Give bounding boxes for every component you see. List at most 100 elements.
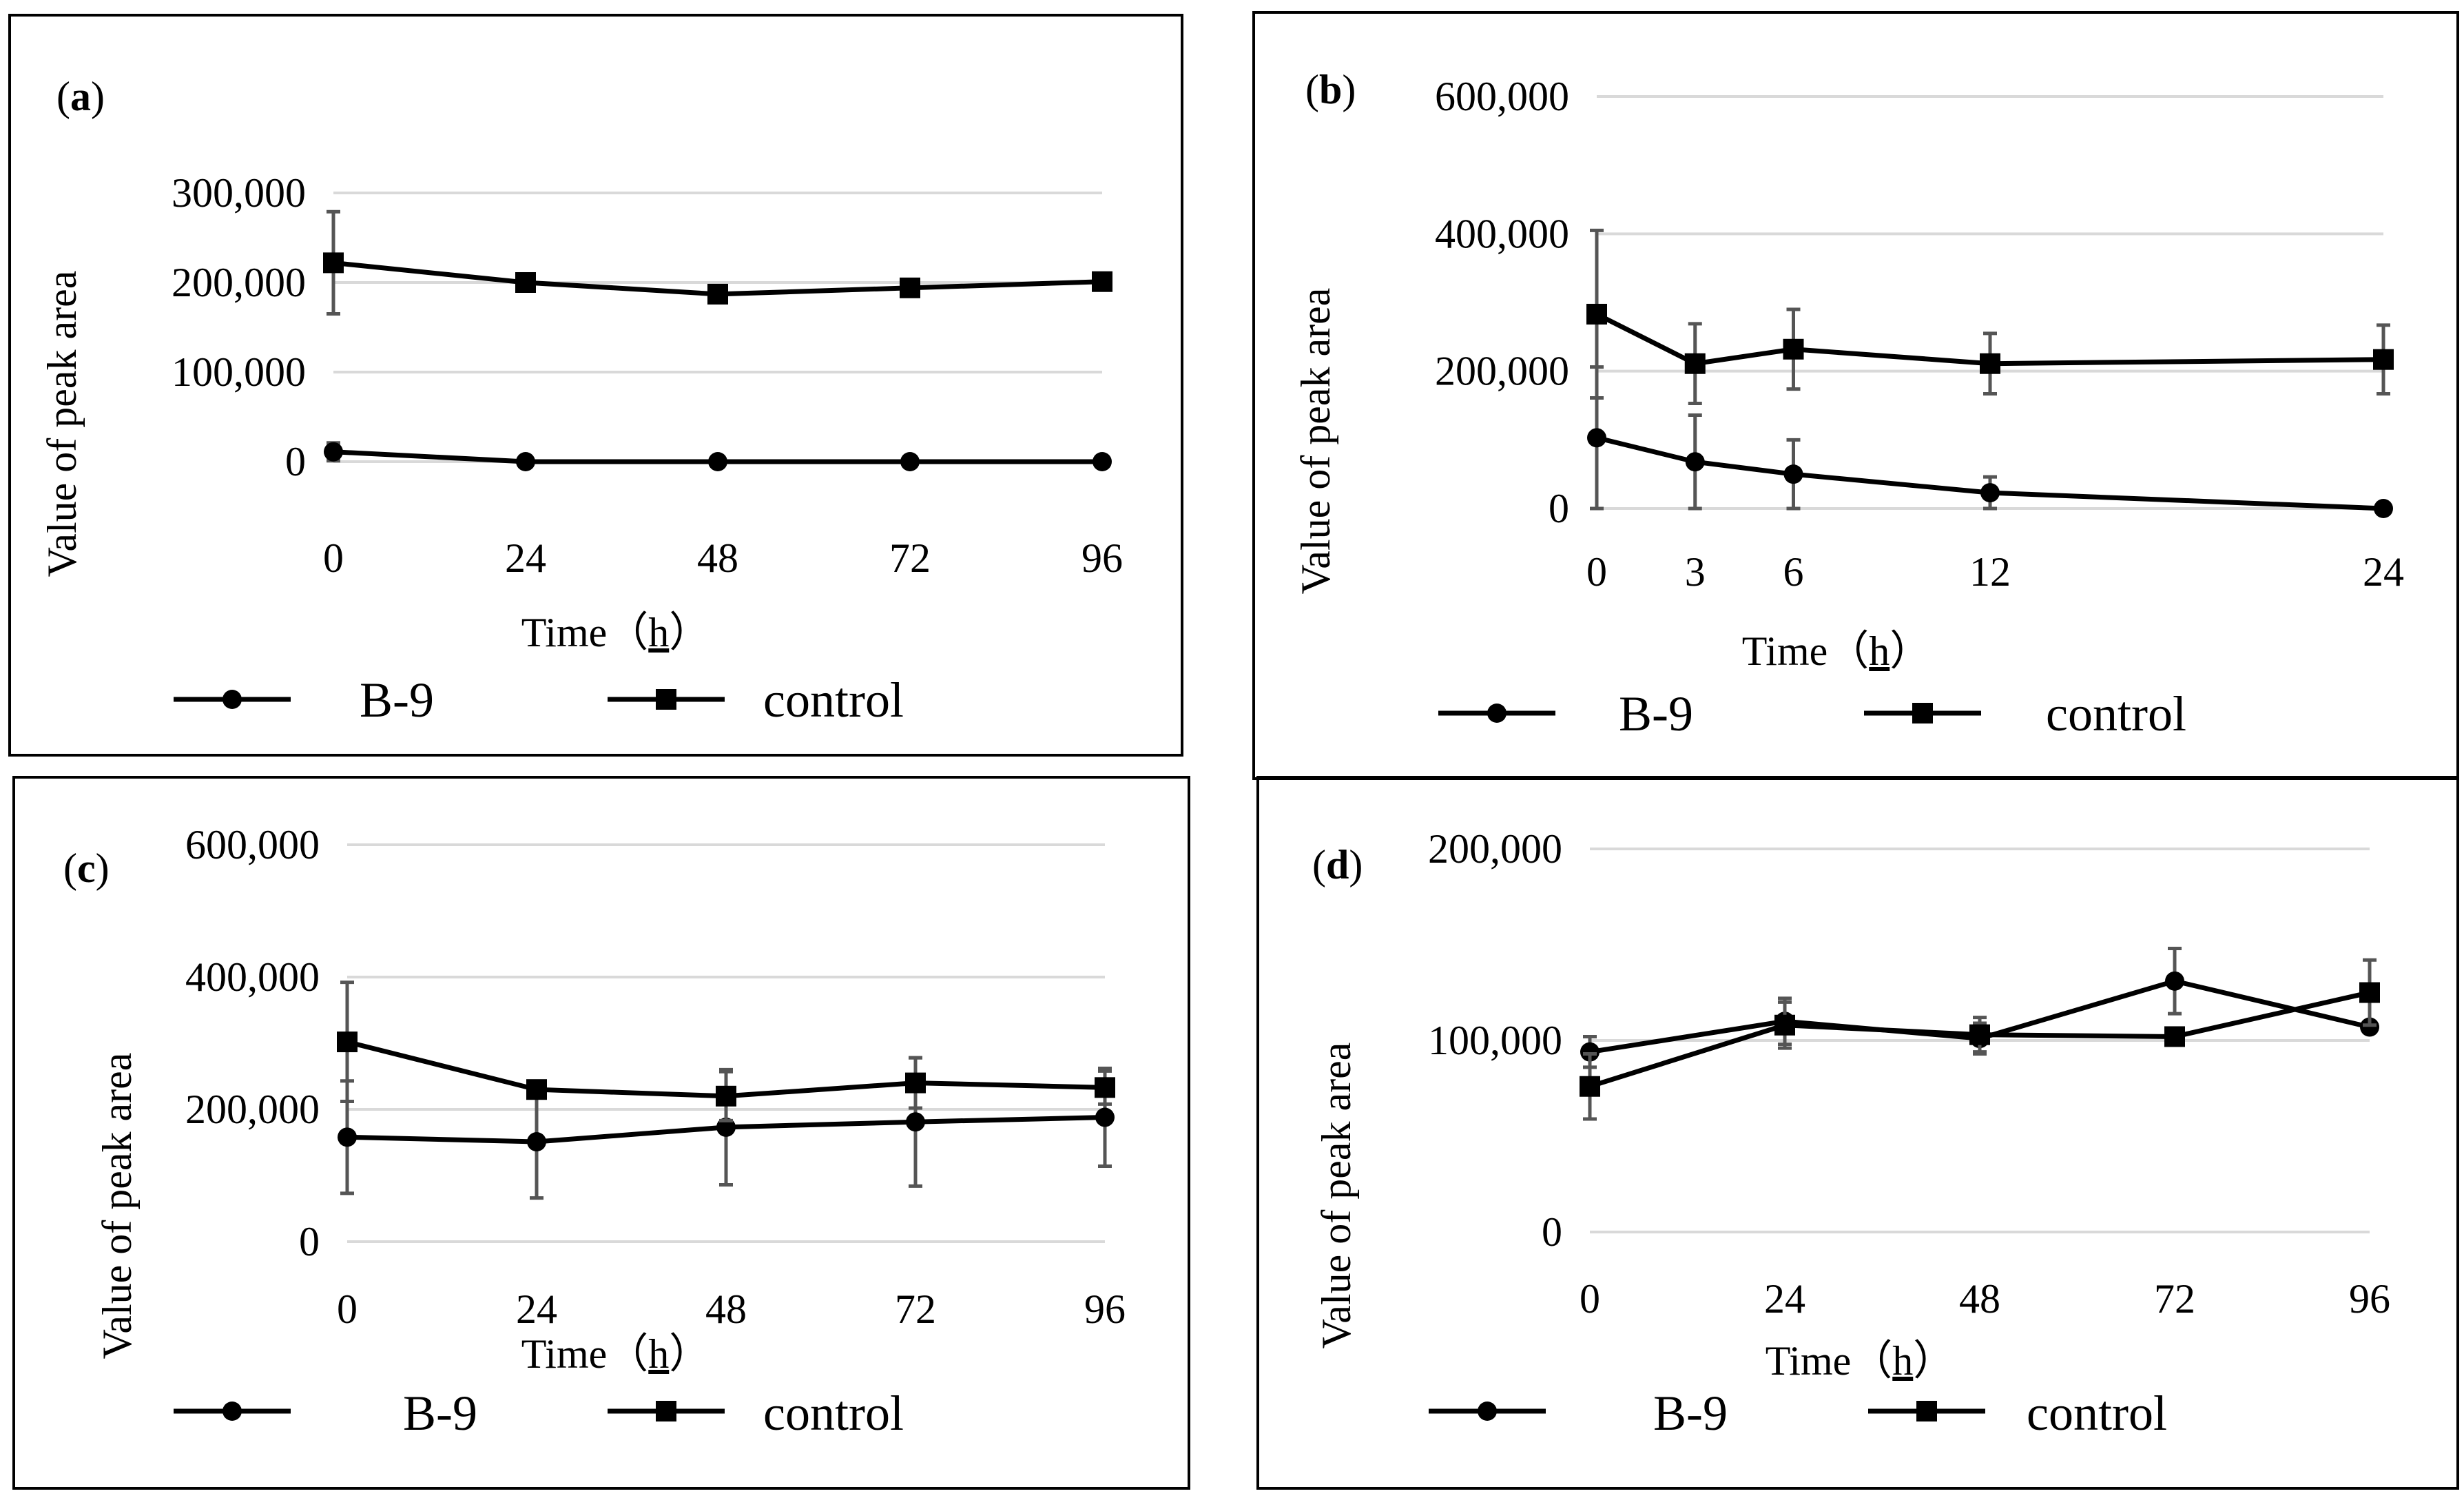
data-point-circle: [2360, 1017, 2379, 1037]
legend-marker-circle: [222, 1402, 242, 1421]
x-tick-label: 96: [1084, 1286, 1126, 1332]
data-point-square: [323, 252, 344, 274]
data-point-square: [1969, 1024, 1990, 1045]
data-point-square: [1092, 271, 1112, 292]
legend: B-9 control: [174, 1386, 904, 1441]
data-point-square: [337, 1031, 358, 1053]
data-point-circle: [2165, 971, 2184, 991]
legend-label-control: control: [2046, 686, 2186, 741]
x-tick-label: 24: [2363, 549, 2404, 595]
x-axis-unit: h: [1869, 628, 1890, 674]
data-point-square: [526, 1079, 547, 1100]
x-tick-label: 24: [1764, 1276, 1805, 1322]
data-point-circle: [708, 452, 727, 471]
y-tick-label: 100,000: [1428, 1018, 1562, 1063]
legend-marker-circle: [1478, 1402, 1497, 1421]
data-point-square: [707, 283, 728, 305]
x-tick-label: 72: [889, 535, 931, 581]
chart-panel-b: 0 200,000 400,000 600,000 0 3 6 12 24 (b) Value of…: [1252, 11, 2459, 780]
data-point-circle: [527, 1132, 546, 1152]
x-tick-label: 0: [337, 1286, 358, 1332]
chart-panel-d: 0 100,000 200,000 0 24 48 72 96 (d) Value of peak…: [1256, 776, 2459, 1490]
panel-letter: b: [1319, 67, 1342, 112]
legend-marker-square: [656, 1401, 676, 1421]
panel-letter: c: [77, 845, 96, 891]
data-point-circle: [1685, 452, 1705, 472]
y-tick-label: 200,000: [1428, 826, 1562, 872]
panel-label: (c): [63, 845, 110, 891]
legend-label-control: control: [763, 1386, 904, 1441]
x-axis-label: Time（h）: [521, 610, 711, 655]
legend-label-b9: B-9: [403, 1386, 477, 1441]
y-axis-label: Value of peak area: [94, 1053, 140, 1359]
legend-marker-circle: [222, 690, 242, 709]
legend-marker-circle: [1487, 704, 1507, 723]
x-tick-label: 0: [323, 535, 344, 581]
data-point-circle: [2374, 499, 2393, 518]
data-point-circle: [1093, 452, 1112, 471]
data-point-square: [1684, 353, 1706, 374]
data-point-square: [1580, 1076, 1600, 1097]
data-point-circle: [1783, 464, 1803, 484]
x-tick-label: 48: [697, 535, 738, 581]
y-axis-label: Value of peak area: [39, 271, 85, 577]
legend-label-b9: B-9: [1619, 686, 1693, 741]
series-control: [1580, 958, 2380, 1121]
y-axis-label: Value of peak area: [1293, 288, 1338, 595]
x-tick-label: 48: [705, 1286, 747, 1332]
legend: B-9 control: [174, 673, 904, 728]
panel-border: [8, 14, 1183, 757]
y-tick-label: 300,000: [172, 170, 306, 216]
legend: B-9 control: [1438, 686, 2186, 741]
y-axis-label: Value of peak area: [1314, 1043, 1359, 1349]
series-control: [337, 981, 1115, 1122]
x-tick-label: 0: [1580, 1276, 1600, 1322]
y-tick-label: 0: [1542, 1209, 1562, 1255]
x-tick-label: 48: [1959, 1276, 2000, 1322]
x-axis-unit: h: [1892, 1338, 1913, 1384]
x-tick-label: 3: [1685, 549, 1706, 595]
y-tick-label: 100,000: [172, 349, 306, 395]
panel-letter: a: [70, 74, 91, 119]
chart-panel-c: 0 200,000 400,000 600,000 0 24 48 72 96 (c) Value …: [12, 776, 1190, 1490]
series-b9: [324, 441, 1112, 471]
panel-letter: d: [1326, 842, 1349, 887]
data-point-circle: [324, 442, 343, 462]
x-tick-label: 72: [2154, 1276, 2195, 1322]
data-point-circle: [1980, 483, 2000, 503]
x-axis-unit: h: [648, 1331, 669, 1377]
data-point-square: [1783, 338, 1804, 360]
data-point-square: [1774, 1014, 1795, 1036]
data-point-square: [1095, 1077, 1115, 1098]
legend-label-control: control: [763, 673, 904, 728]
data-point-square: [2164, 1026, 2185, 1047]
series-control: [1586, 228, 2394, 406]
data-point-square: [2359, 982, 2380, 1003]
y-tick-label: 200,000: [185, 1087, 320, 1132]
panel-label: (b): [1305, 67, 1356, 112]
data-point-circle: [716, 1117, 736, 1137]
y-tick-label: 600,000: [185, 822, 320, 868]
chart-panel-a: 0 100,000 200,000 300,000 0 24 48 72 96 (a) Value …: [8, 14, 1183, 757]
y-tick-label: 0: [299, 1219, 320, 1264]
legend-label-control: control: [2027, 1386, 2167, 1441]
y-tick-label: 600,000: [1435, 74, 1569, 119]
data-point-square: [2373, 349, 2394, 370]
panel-border: [1256, 776, 2459, 1490]
y-tick-label: 200,000: [172, 260, 306, 305]
y-tick-label: 400,000: [1435, 211, 1569, 256]
data-point-circle: [906, 1112, 925, 1132]
x-tick-label: 12: [1969, 549, 2011, 595]
x-tick-label: 0: [1586, 549, 1607, 595]
y-tick-label: 400,000: [185, 954, 320, 1000]
data-point-circle: [516, 452, 535, 471]
y-tick-label: 200,000: [1435, 349, 1569, 394]
x-tick-label: 6: [1783, 549, 1804, 595]
x-axis-label: Time（h）: [1766, 1338, 1955, 1384]
x-tick-label: 96: [2349, 1276, 2390, 1322]
series-control: [323, 209, 1112, 316]
panel-border: [12, 776, 1190, 1490]
legend-marker-square: [1912, 703, 1933, 723]
x-axis-label: Time（h）: [521, 1331, 711, 1377]
